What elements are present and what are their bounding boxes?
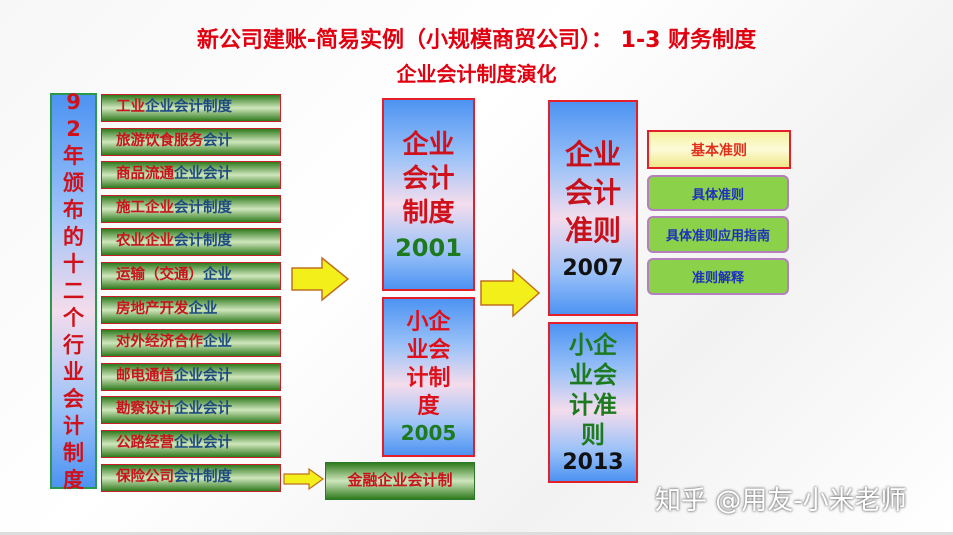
industry-item: 工业企业会计制度 [101, 94, 281, 122]
box-2005-text: 小企业会计制度 [406, 310, 451, 419]
box-2007-text: 企业会计准则 [564, 137, 621, 247]
industry-item-blue: 企业会计 [174, 166, 232, 183]
industry-item: 保险公司会计制度 [101, 463, 281, 492]
box-2001-text: 企业会计制度 [402, 129, 455, 228]
arrow-right-icon [480, 268, 541, 318]
industry-item: 勘察设计企业会计 [101, 396, 281, 425]
standard-interpretation: 准则解释 [647, 258, 789, 295]
industry-item-blue: 会计制度 [174, 199, 232, 216]
industry-item: 对外经济合作企业 [101, 329, 281, 358]
box-2001: 企业会计制度 2001 [382, 98, 475, 291]
industry-item: 公路经营企业会计 [101, 430, 281, 458]
standard-specific: 具体准则 [647, 175, 789, 211]
industry-item-red: 工业 [116, 99, 145, 115]
industry-item-blue: 企业会计 [174, 435, 232, 451]
industry-item-blue: 企业会计制度 [145, 99, 232, 115]
arrow-right-icon [291, 256, 350, 302]
industry-item-red: 施工企业 [116, 199, 174, 216]
industry-item: 商品流通企业会计 [101, 161, 281, 190]
box-2001-year: 2001 [395, 233, 462, 262]
industry-item: 房地产开发企业 [101, 295, 281, 324]
industry-item-blue: 企业 [203, 334, 232, 351]
arrow-right-icon [283, 468, 325, 490]
industry-item-red: 勘察设计 [116, 401, 174, 418]
box-2013: 小企业会计准则 2013 [548, 322, 638, 483]
industry-item-blue: 企业会计 [174, 401, 232, 418]
industry-item-blue: 企业 [188, 300, 218, 317]
industry-item: 运输（交通）企业 [101, 262, 281, 290]
industry-item-red: 对外经济合作 [116, 334, 203, 351]
finance-box: 金融企业会计制 [325, 462, 475, 500]
industry-item: 农业企业会计制度 [101, 228, 281, 257]
industry-item: 邮电通信企业会计 [101, 362, 281, 391]
standard-guide: 具体准则应用指南 [647, 216, 789, 253]
industry-item-red: 农业企业 [116, 233, 174, 250]
industry-item-red: 邮电通信 [116, 367, 174, 384]
box-2007-year: 2007 [562, 255, 624, 281]
slide-title: 新公司建账-简易实例（小规模商贸公司）： 1-3 财务制度 [196, 28, 757, 53]
box-2005: 小企业会计制度 2005 [382, 297, 475, 457]
box-2013-text: 小企业会计准则 [569, 331, 617, 449]
industry-item-red: 旅游饮食服务 [116, 132, 203, 149]
industry-item-blue: 会计制度 [174, 468, 232, 485]
industry-item-red: 公路经营 [116, 435, 174, 451]
industry-item-red: 运输（交通） [116, 267, 203, 283]
industry-item-red: 保险公司 [116, 468, 174, 485]
box-2005-year: 2005 [400, 421, 457, 445]
industry-item-blue: 会计制度 [174, 233, 232, 250]
box-2007: 企业会计准则 2007 [548, 100, 638, 316]
industry-item: 旅游饮食服务会计 [101, 127, 281, 156]
slide-subtitle: 企业会计制度演化 [396, 62, 557, 86]
industry-item-blue: 企业 [203, 267, 232, 283]
left-label: 92年颁布的十二个行业会计制度 [63, 89, 84, 492]
industry-item: 施工企业会计制度 [101, 194, 281, 223]
standard-basic: 基本准则 [647, 130, 791, 169]
industry-item-blue: 企业会计 [174, 367, 232, 384]
left-label-box: 92年颁布的十二个行业会计制度 [50, 90, 97, 492]
watermark: 知乎 @用友-小米老师 [655, 486, 907, 516]
industry-item-red: 商品流通 [116, 166, 174, 183]
industry-item-blue: 会计 [203, 132, 232, 149]
box-2013-year: 2013 [562, 450, 624, 475]
industry-item-red: 房地产开发 [116, 300, 189, 317]
